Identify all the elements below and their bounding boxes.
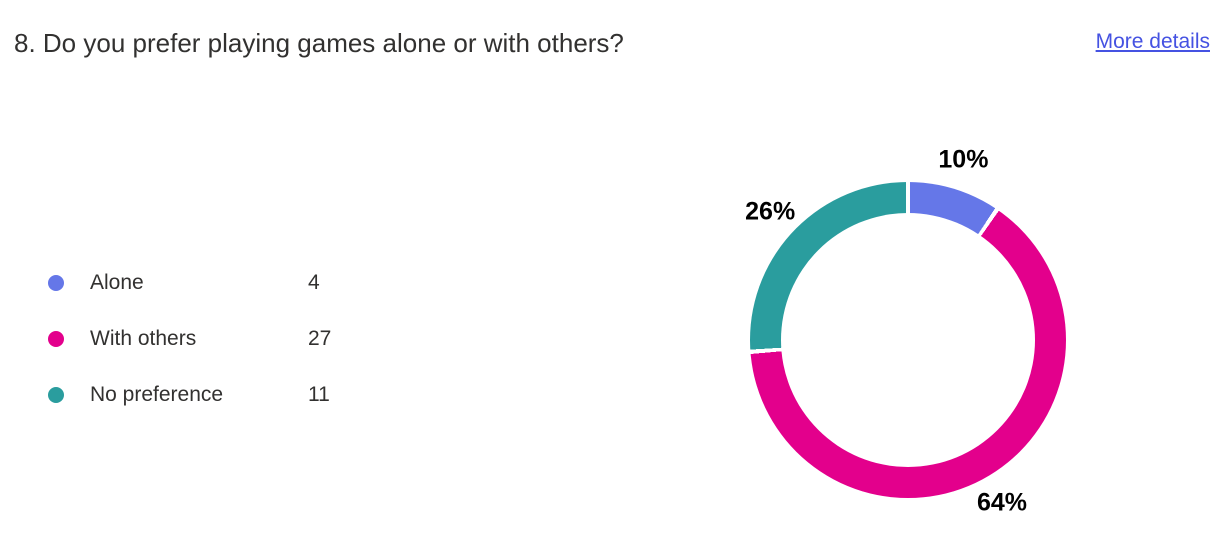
legend-label: No preference — [90, 383, 224, 406]
legend-item: Alone 4 — [48, 271, 331, 295]
percent-label: 10% — [938, 145, 989, 174]
legend-label: Alone — [90, 271, 144, 294]
donut-hole — [781, 213, 1035, 467]
legend-item: No preference 11 — [48, 383, 331, 407]
legend-value: 11 — [308, 383, 330, 406]
question-title: 8. Do you prefer playing games alone or … — [14, 28, 624, 58]
legend-item: With others 27 — [48, 327, 331, 351]
legend-color-dot — [48, 275, 64, 291]
legend-color-dot — [48, 387, 64, 403]
legend-label: With others — [90, 327, 197, 350]
legend-value: 27 — [308, 327, 332, 350]
chart-legend: Alone 4 With others 27 No preference 11 — [48, 271, 331, 407]
more-details-link[interactable]: More details — [1095, 30, 1210, 53]
card-header: 8. Do you prefer playing games alone or … — [14, 28, 1210, 59]
percent-label: 26% — [745, 197, 796, 226]
percent-label: 64% — [976, 488, 1028, 517]
legend-color-dot — [48, 331, 64, 347]
donut-chart: 10% 64% 26% — [745, 146, 1066, 516]
legend-value: 4 — [308, 271, 320, 294]
